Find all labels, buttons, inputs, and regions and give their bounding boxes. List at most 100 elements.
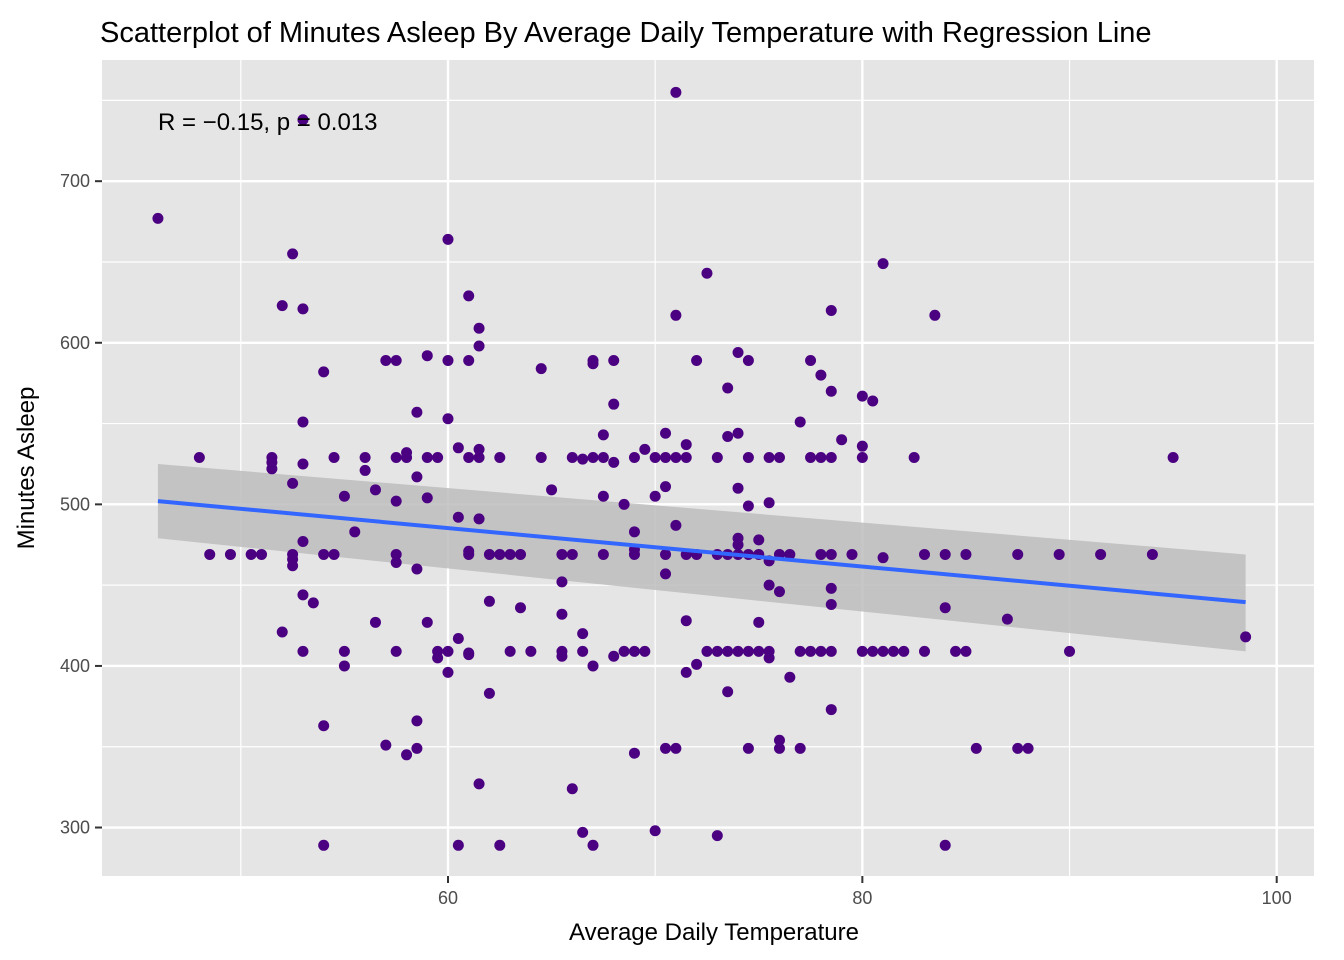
data-point — [1012, 742, 1024, 754]
data-point — [432, 652, 444, 664]
data-point — [421, 350, 433, 362]
data-point — [473, 451, 485, 463]
data-point — [463, 451, 475, 463]
data-point — [1095, 548, 1107, 560]
data-point — [587, 660, 599, 672]
data-point — [328, 548, 340, 560]
data-point — [473, 340, 485, 352]
data-point — [318, 366, 330, 378]
data-point — [483, 595, 495, 607]
data-point — [805, 355, 817, 367]
data-point — [390, 557, 402, 569]
data-point — [566, 451, 578, 463]
data-point — [276, 626, 288, 638]
data-point — [939, 548, 951, 560]
data-point — [628, 747, 640, 759]
y-tick-label: 300 — [60, 818, 90, 838]
data-point — [670, 451, 682, 463]
data-point — [318, 548, 330, 560]
data-point — [432, 451, 444, 463]
data-point — [691, 355, 703, 367]
data-point — [452, 511, 464, 523]
data-point — [1146, 548, 1158, 560]
data-point — [919, 645, 931, 657]
data-point — [473, 443, 485, 455]
data-point — [929, 309, 941, 321]
data-point — [753, 616, 765, 628]
data-point — [287, 560, 299, 572]
data-point — [452, 632, 464, 644]
data-point — [411, 471, 423, 483]
data-point — [742, 742, 754, 754]
data-point — [732, 539, 744, 551]
data-point — [359, 451, 371, 463]
data-point — [369, 616, 381, 628]
data-point — [1240, 631, 1252, 643]
data-point — [204, 548, 216, 560]
data-point — [587, 839, 599, 851]
correlation-annotation: R = −0.15, p = 0.013 — [158, 109, 378, 136]
data-point — [825, 385, 837, 397]
data-point — [608, 456, 620, 468]
data-point — [680, 439, 692, 451]
data-point — [742, 645, 754, 657]
data-point — [452, 839, 464, 851]
data-point — [784, 548, 796, 560]
data-point — [919, 548, 931, 560]
data-point — [856, 451, 868, 463]
x-tick-label: 100 — [1262, 888, 1292, 908]
data-point — [867, 645, 879, 657]
data-point — [639, 443, 651, 455]
regression-line — [157, 499, 1246, 605]
data-point — [618, 498, 630, 510]
data-point — [515, 548, 527, 560]
data-point — [442, 645, 454, 657]
data-point — [421, 616, 433, 628]
data-point — [680, 615, 692, 627]
data-points — [152, 86, 1252, 851]
plot-panel — [102, 60, 1314, 876]
data-point — [597, 429, 609, 441]
data-point — [691, 658, 703, 670]
data-point — [338, 660, 350, 672]
data-point — [297, 458, 309, 470]
data-point — [950, 645, 962, 657]
data-point — [887, 645, 899, 657]
data-point — [825, 582, 837, 594]
data-point — [711, 645, 723, 657]
data-point — [1001, 613, 1013, 625]
data-point — [608, 355, 620, 367]
x-tick-label: 80 — [852, 888, 872, 908]
data-point — [763, 579, 775, 591]
data-point — [297, 114, 309, 126]
data-point — [1064, 645, 1076, 657]
data-point — [473, 778, 485, 790]
data-point — [287, 248, 299, 260]
data-point — [401, 749, 413, 761]
data-point — [535, 363, 547, 375]
data-point — [898, 645, 910, 657]
data-point — [597, 490, 609, 502]
data-point — [515, 602, 527, 614]
data-point — [245, 548, 257, 560]
data-point — [328, 451, 340, 463]
data-point — [369, 484, 381, 496]
data-point — [566, 548, 578, 560]
data-point — [877, 645, 889, 657]
data-point — [960, 548, 972, 560]
data-point — [421, 492, 433, 504]
data-point — [608, 650, 620, 662]
data-point — [908, 451, 920, 463]
data-point — [390, 495, 402, 507]
data-point — [701, 645, 713, 657]
data-point — [442, 666, 454, 678]
data-point — [411, 715, 423, 727]
data-point — [763, 451, 775, 463]
x-tick-label: 60 — [438, 888, 458, 908]
data-point — [867, 395, 879, 407]
data-point — [608, 398, 620, 410]
data-point — [577, 628, 589, 640]
data-point — [825, 599, 837, 611]
data-point — [742, 451, 754, 463]
data-point — [411, 563, 423, 575]
